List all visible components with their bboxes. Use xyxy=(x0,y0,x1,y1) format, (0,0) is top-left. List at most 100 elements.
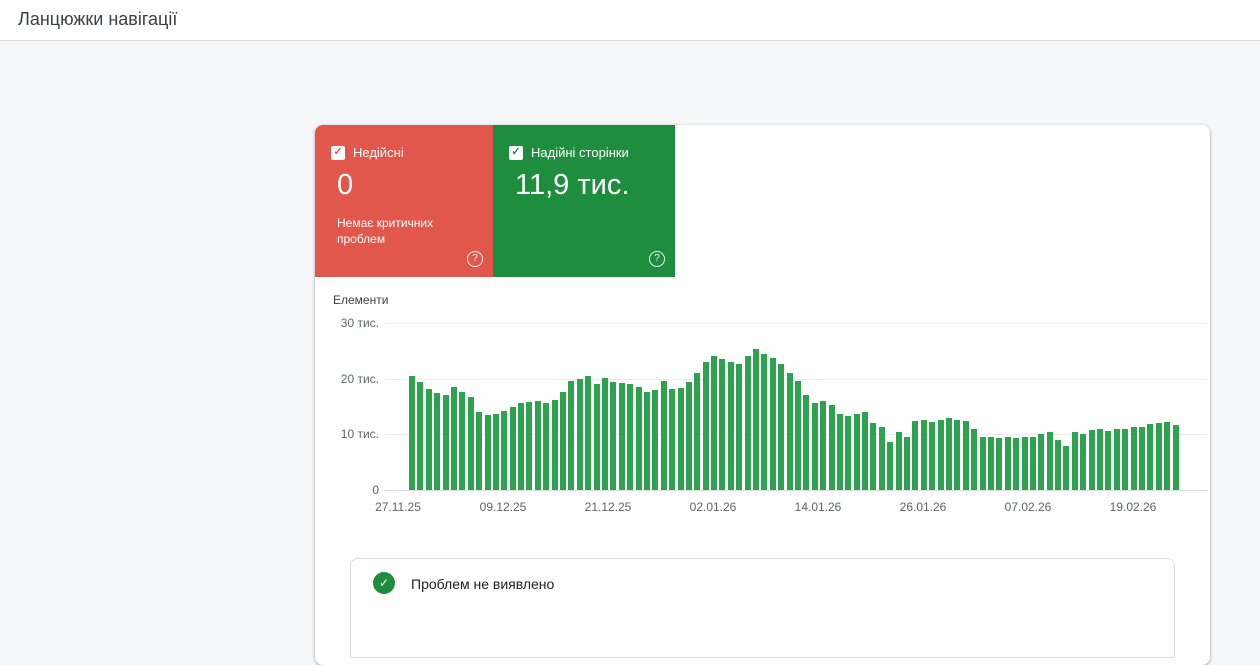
bar[interactable] xyxy=(744,356,751,490)
bar[interactable] xyxy=(1080,434,1087,490)
bar[interactable] xyxy=(719,358,726,490)
x-axis-line xyxy=(385,490,1207,491)
bar[interactable] xyxy=(417,381,424,490)
bar[interactable] xyxy=(643,392,650,490)
bar[interactable] xyxy=(501,411,508,490)
help-icon[interactable]: ? xyxy=(467,251,483,267)
bar[interactable] xyxy=(669,388,676,490)
bar[interactable] xyxy=(652,389,659,490)
bar[interactable] xyxy=(409,375,415,490)
bar[interactable] xyxy=(845,416,852,490)
bar[interactable] xyxy=(736,364,743,490)
bar[interactable] xyxy=(526,402,533,490)
bar[interactable] xyxy=(610,382,617,490)
bar[interactable] xyxy=(870,423,877,490)
bar[interactable] xyxy=(1038,434,1045,490)
bar[interactable] xyxy=(560,392,567,490)
bar[interactable] xyxy=(753,348,760,490)
bar[interactable] xyxy=(954,419,961,490)
bar[interactable] xyxy=(895,431,902,490)
bar[interactable] xyxy=(618,383,625,490)
bar[interactable] xyxy=(769,357,776,490)
bar[interactable] xyxy=(551,399,558,490)
bar[interactable] xyxy=(820,400,827,490)
bar[interactable] xyxy=(635,386,642,490)
bar[interactable] xyxy=(1097,428,1104,490)
bar[interactable] xyxy=(685,382,692,490)
bar[interactable] xyxy=(1021,436,1028,490)
bar[interactable] xyxy=(601,377,608,490)
bar[interactable] xyxy=(450,386,457,490)
bar[interactable] xyxy=(518,403,525,490)
bar[interactable] xyxy=(534,400,541,490)
invalid-checkbox[interactable]: ✓ xyxy=(331,145,345,160)
bar[interactable] xyxy=(425,388,432,490)
bar[interactable] xyxy=(702,362,709,490)
bar[interactable] xyxy=(576,378,583,490)
bar[interactable] xyxy=(509,406,516,490)
bar[interactable] xyxy=(1029,436,1036,490)
bar[interactable] xyxy=(811,403,818,490)
bar[interactable] xyxy=(1122,428,1129,490)
bar[interactable] xyxy=(593,384,600,490)
bar[interactable] xyxy=(946,417,952,490)
help-icon[interactable]: ? xyxy=(649,251,665,267)
bar[interactable] xyxy=(836,414,843,490)
bar[interactable] xyxy=(937,419,944,490)
bar[interactable] xyxy=(786,373,793,490)
valid-checkbox[interactable]: ✓ xyxy=(509,145,523,160)
bar[interactable] xyxy=(761,354,768,490)
bar[interactable] xyxy=(878,426,885,490)
bar[interactable] xyxy=(1172,425,1179,490)
bar[interactable] xyxy=(962,421,969,490)
bar[interactable] xyxy=(1164,422,1171,490)
bar[interactable] xyxy=(853,414,860,490)
bar[interactable] xyxy=(1063,445,1070,490)
bar[interactable] xyxy=(929,422,936,490)
bar[interactable] xyxy=(987,436,994,490)
bar[interactable] xyxy=(434,393,441,490)
bar[interactable] xyxy=(979,436,986,490)
bar[interactable] xyxy=(694,373,701,490)
bar[interactable] xyxy=(1155,423,1162,490)
invalid-summary-block[interactable]: ✓ Недійсні 0 Немає критичних проблем ? xyxy=(315,125,493,277)
bar[interactable] xyxy=(459,392,466,490)
bar[interactable] xyxy=(971,428,978,490)
bar[interactable] xyxy=(627,384,634,490)
details-panel[interactable]: ✓ Проблем не виявлено xyxy=(350,558,1175,658)
bar[interactable] xyxy=(996,437,1003,490)
bar[interactable] xyxy=(862,412,869,490)
bar[interactable] xyxy=(912,421,919,490)
bar[interactable] xyxy=(484,415,491,490)
bar[interactable] xyxy=(1013,437,1020,490)
bar[interactable] xyxy=(1138,426,1145,490)
bar[interactable] xyxy=(568,380,575,490)
bar[interactable] xyxy=(467,396,474,490)
bar[interactable] xyxy=(442,395,449,490)
bar[interactable] xyxy=(887,442,894,490)
bar[interactable] xyxy=(803,395,810,490)
bar[interactable] xyxy=(585,376,592,490)
bar[interactable] xyxy=(1088,429,1095,490)
bar[interactable] xyxy=(778,364,785,490)
bar[interactable] xyxy=(543,403,550,490)
bar[interactable] xyxy=(1113,428,1120,490)
bar[interactable] xyxy=(794,380,801,490)
valid-summary-block[interactable]: ✓ Надійні сторінки 11,9 тис. ? xyxy=(493,125,675,277)
bar[interactable] xyxy=(1130,426,1137,490)
bar[interactable] xyxy=(660,380,667,490)
bar[interactable] xyxy=(828,405,835,490)
bar[interactable] xyxy=(1105,431,1112,490)
bar[interactable] xyxy=(492,414,499,490)
bar[interactable] xyxy=(1004,436,1011,490)
bar[interactable] xyxy=(1071,432,1078,490)
bar[interactable] xyxy=(904,436,911,490)
bar[interactable] xyxy=(1055,439,1062,490)
bar[interactable] xyxy=(727,362,734,490)
bar[interactable] xyxy=(1147,424,1154,490)
bar[interactable] xyxy=(920,419,927,490)
bar[interactable] xyxy=(1046,432,1053,490)
bar[interactable] xyxy=(677,387,684,490)
bar[interactable] xyxy=(711,356,718,490)
bar[interactable] xyxy=(476,412,483,490)
